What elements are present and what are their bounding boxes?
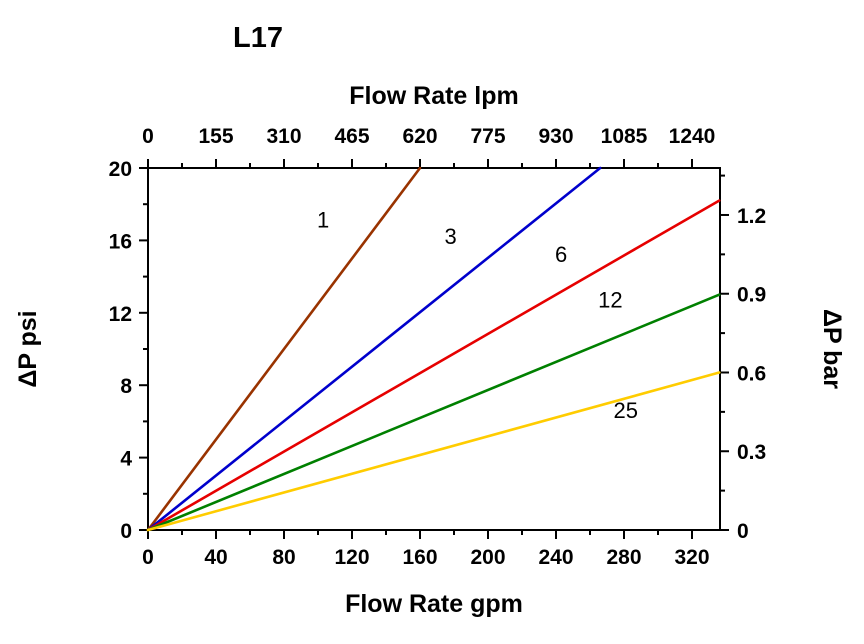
y-left-tick-label: 12	[109, 303, 132, 326]
x-bottom-tick-label: 120	[334, 546, 369, 569]
x-top-tick-label: 1085	[601, 125, 648, 148]
x-bottom-tick-label: 160	[402, 546, 437, 569]
x-top-tick-label: 155	[198, 125, 233, 148]
series-line-3	[146, 166, 602, 532]
x-top-tick-label: 0	[142, 125, 154, 148]
series-line-12	[146, 293, 721, 532]
left-axis-title: ΔP psi	[14, 310, 42, 387]
y-right-tick-label: 0.3	[737, 441, 766, 464]
x-bottom-tick-label: 200	[470, 546, 505, 569]
x-bottom-tick-label: 40	[204, 546, 227, 569]
bottom-axis-title: Flow Rate gpm	[345, 590, 523, 618]
x-bottom-tick-label: 80	[272, 546, 295, 569]
y-right-tick-label: 0.6	[737, 362, 766, 385]
series-label-6: 6	[555, 242, 567, 267]
top-axis-title: Flow Rate lpm	[349, 82, 518, 110]
y-right-tick-label: 0.9	[737, 284, 766, 307]
series-label-3: 3	[444, 224, 456, 249]
series-line-25	[146, 371, 721, 532]
x-top-tick-label: 620	[402, 125, 437, 148]
series-line-1	[146, 166, 422, 532]
series-line-6	[146, 199, 721, 532]
y-right-tick-label: 0	[737, 520, 749, 543]
series-label-12: 12	[598, 287, 622, 312]
series-label-1: 1	[317, 208, 329, 233]
y-left-tick-label: 20	[109, 158, 132, 181]
x-bottom-tick-label: 240	[538, 546, 573, 569]
plot-border	[147, 167, 721, 531]
x-bottom-tick-label: 320	[674, 546, 709, 569]
y-left-tick-label: 16	[109, 230, 132, 253]
y-left-tick-label: 4	[120, 448, 132, 471]
right-axis-title: ΔP bar	[818, 309, 846, 389]
x-bottom-tick-label: 280	[606, 546, 641, 569]
x-bottom-tick-label: 0	[142, 546, 154, 569]
x-top-tick-label: 465	[334, 125, 369, 148]
y-right-tick-label: 1.2	[737, 205, 766, 228]
x-top-tick-label: 310	[266, 125, 301, 148]
x-top-tick-label: 775	[470, 125, 505, 148]
chart-title: L17	[233, 22, 283, 54]
x-top-tick-label: 1240	[669, 125, 716, 148]
x-top-tick-label: 930	[538, 125, 573, 148]
y-left-tick-label: 0	[120, 520, 132, 543]
series-label-25: 25	[613, 398, 637, 423]
y-left-tick-label: 8	[120, 375, 132, 398]
